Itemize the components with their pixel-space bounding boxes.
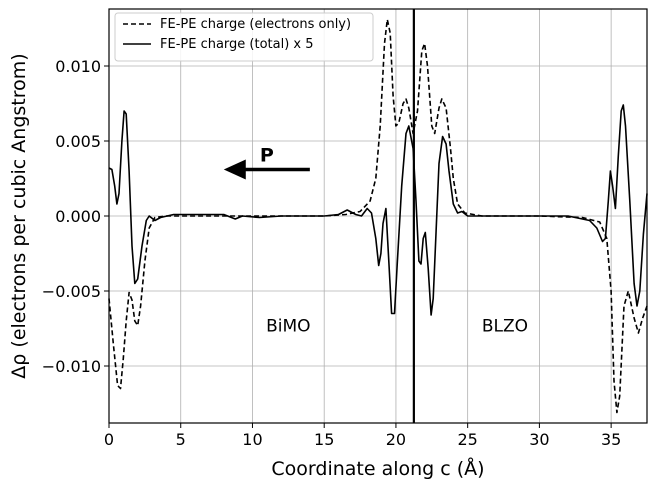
legend: FE-PE charge (electrons only) FE-PE char…: [114, 12, 374, 62]
series-lines: [108, 18, 648, 414]
polarization-label: P: [260, 145, 274, 167]
x-tick-label: 30: [529, 430, 549, 449]
series-line-electrons-only: [108, 18, 648, 414]
x-tick-label: 10: [242, 430, 262, 449]
y-tick-label: 0.010: [55, 57, 101, 76]
axis-ticks: 0 5 10 15 20 25 30 35 −0.010 −0.005 0.000 0.005 0.01…: [42, 57, 622, 449]
series-line-total: [108, 104, 648, 316]
y-tick-label: −0.005: [42, 282, 101, 301]
x-tick-label: 25: [457, 430, 477, 449]
y-tick-label: 0.005: [55, 132, 101, 151]
legend-box: [114, 12, 374, 62]
y-tick-label: −0.010: [42, 357, 101, 376]
polarization-arrow: P: [223, 145, 310, 180]
y-tick-label: 0.000: [55, 207, 101, 226]
x-tick-label: 15: [314, 430, 334, 449]
x-tick-label: 0: [104, 430, 114, 449]
legend-label-electrons-only: FE-PE charge (electrons only): [160, 17, 351, 32]
arrow-head-icon: [223, 159, 246, 180]
x-tick-label: 35: [601, 430, 621, 449]
region-label-blzo: BLZO: [482, 317, 528, 337]
legend-label-total: FE-PE charge (total) x 5: [160, 37, 314, 52]
x-axis-label: Coordinate along c (Å): [271, 457, 484, 479]
y-axis-label: Δρ (electrons per cubic Angstrom): [8, 53, 30, 378]
region-label-bimo: BiMO: [266, 317, 310, 337]
x-tick-label: 20: [386, 430, 406, 449]
x-tick-label: 5: [176, 430, 186, 449]
